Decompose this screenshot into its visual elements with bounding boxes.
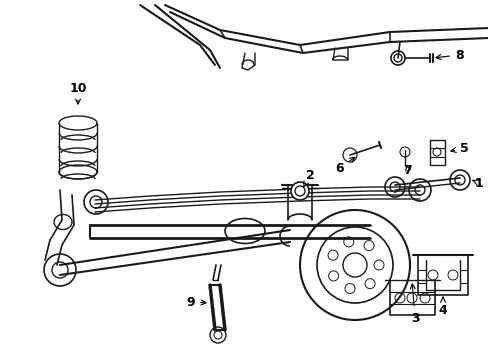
Text: 4: 4 [438, 297, 447, 316]
Text: 6: 6 [335, 157, 354, 175]
Text: 3: 3 [409, 284, 418, 324]
Text: 1: 1 [471, 176, 483, 189]
Text: 8: 8 [435, 49, 463, 62]
Text: 5: 5 [450, 141, 468, 154]
Text: 7: 7 [403, 163, 411, 176]
Text: 9: 9 [186, 296, 205, 309]
Text: 2: 2 [303, 168, 314, 187]
Text: 10: 10 [69, 81, 86, 104]
Circle shape [290, 182, 308, 200]
